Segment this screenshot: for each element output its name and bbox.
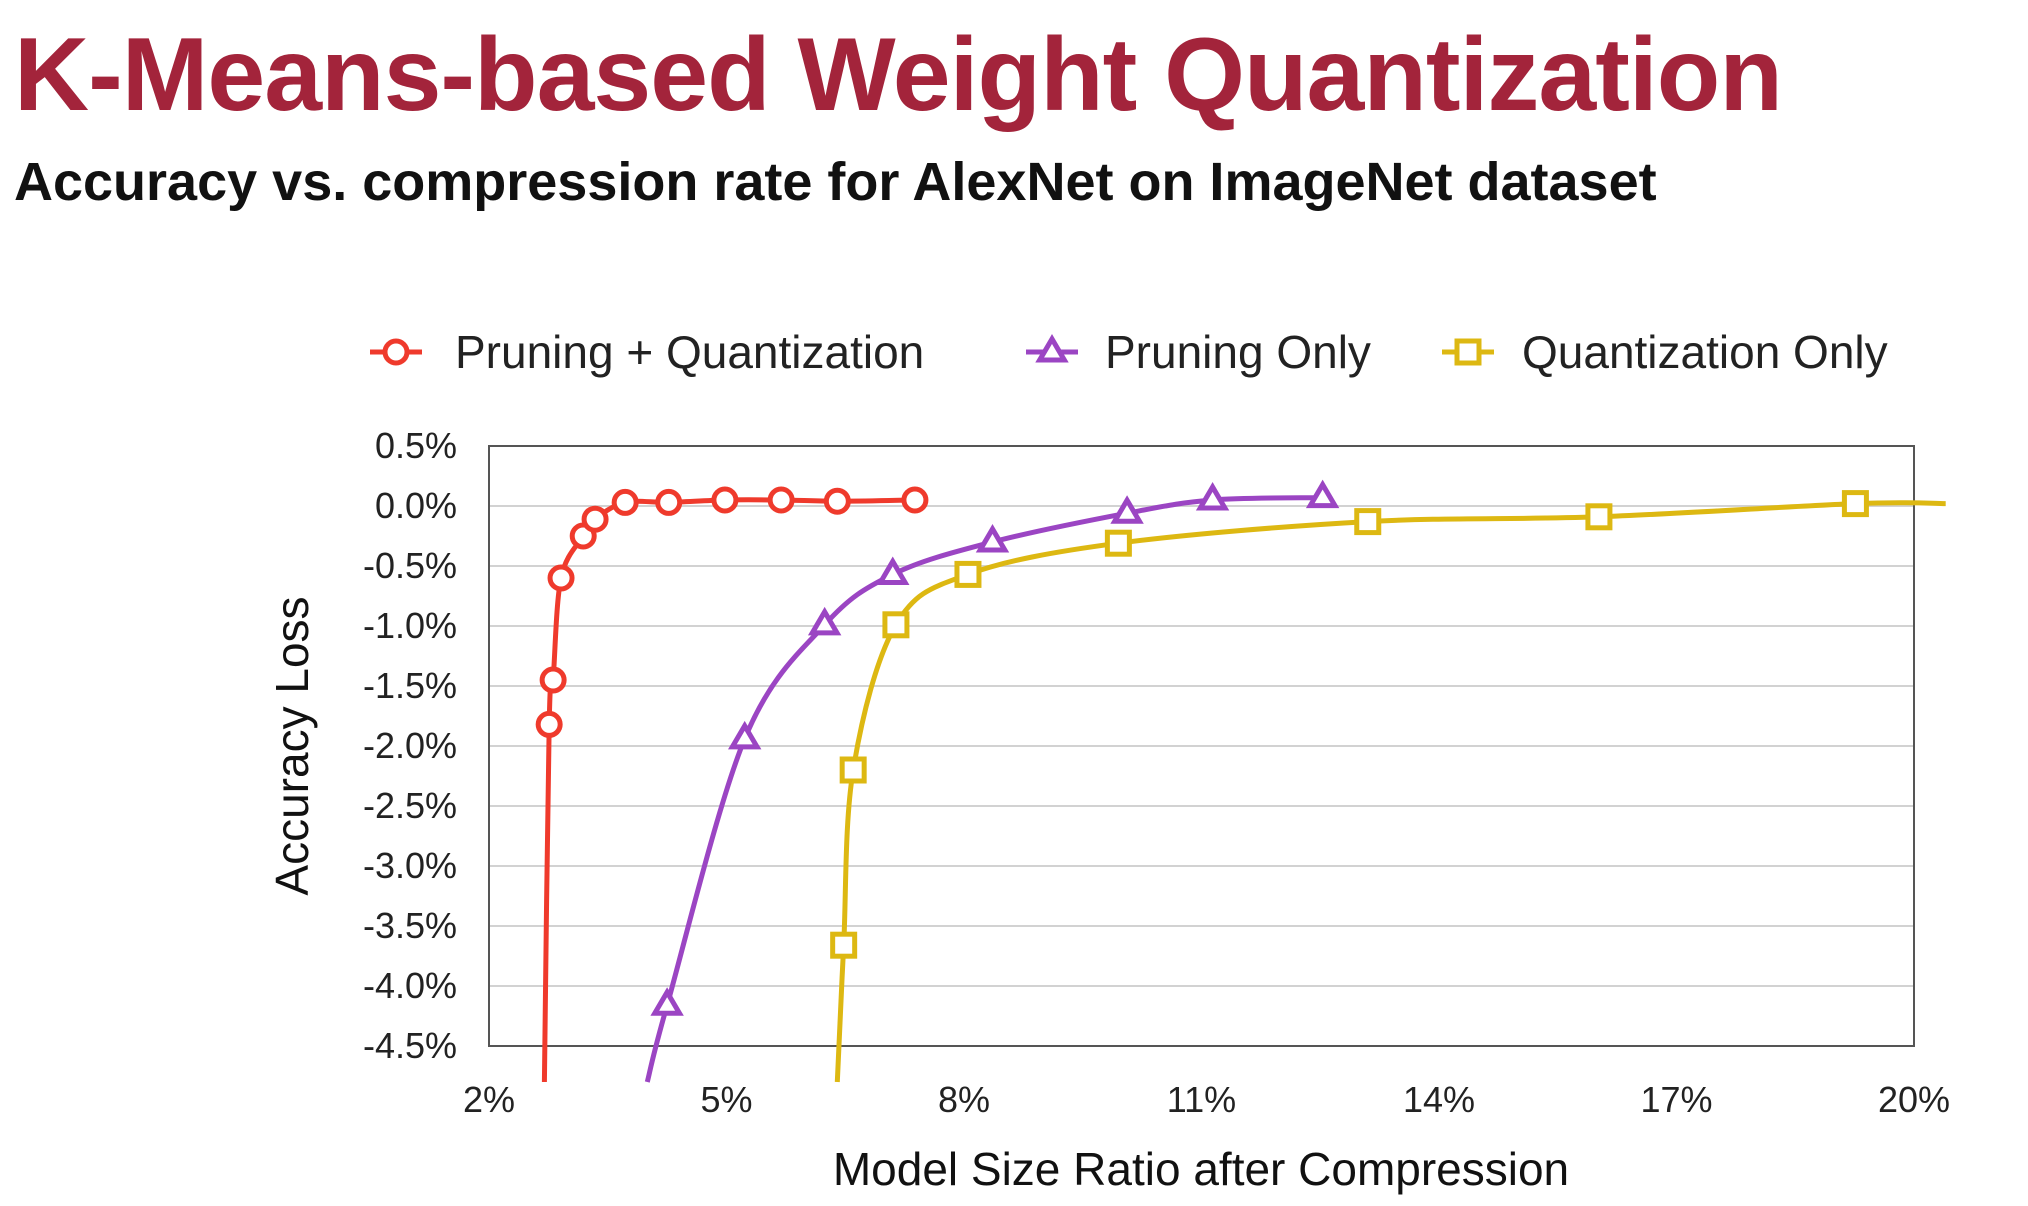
legend-label-quantization-only: Quantization Only [1522,326,1888,378]
data-point-quantization-only [1104,529,1132,557]
y-tick-label: -1.5% [363,665,457,706]
data-point-pruning-only [1195,482,1230,511]
data-point-quantization-only [954,560,982,588]
legend-label-pruning-quantization: Pruning + Quantization [455,326,924,378]
data-point-pruning-quantization [767,486,795,514]
data-point-pruning-only [727,720,762,750]
data-point-pruning-quantization [535,710,563,738]
data-point-quantization-only [839,756,867,784]
y-tick-label: -2.0% [363,725,457,766]
data-point-quantization-only [1354,508,1382,536]
data-point-pruning-quantization [655,488,683,516]
x-tick-label: 8% [938,1079,990,1120]
series-pruning-quantization [535,486,929,1083]
y-tick-label: -2.5% [363,785,457,826]
x-tick-label: 5% [700,1079,752,1120]
data-point-quantization-only [830,931,858,959]
legend-marker-quantization-only [1454,338,1482,366]
legend-label-pruning-only: Pruning Only [1105,326,1371,378]
data-point-quantization-only [1841,490,1869,518]
series-quantization-only [830,490,1946,1083]
y-tick-label: -0.5% [363,545,457,586]
x-tick-label: 17% [1640,1079,1712,1120]
series-layer [535,479,1946,1083]
y-tick-label: -3.5% [363,905,457,946]
data-point-pruning-only [876,556,910,585]
x-tick-label: 2% [463,1079,515,1120]
data-point-quantization-only [882,611,910,639]
data-point-pruning-quantization [581,505,609,533]
series-line-pruning-only [644,495,1323,1083]
data-point-pruning-quantization [547,564,575,592]
y-axis-title: Accuracy Loss [266,596,318,895]
data-point-pruning-quantization [539,666,567,694]
data-point-pruning-quantization [823,487,851,515]
data-point-pruning-only [1305,479,1340,509]
y-tick-label: -3.0% [363,845,457,886]
series-line-quantization-only [834,500,1946,1083]
legend-marker-pruning-only [1035,334,1069,363]
y-tick-label: -1.0% [363,605,457,646]
y-tick-label: 0.5% [375,425,457,466]
data-point-pruning-only [650,987,684,1016]
data-point-pruning-only [807,606,842,636]
slide-subtitle: Accuracy vs. compression rate for AlexNe… [14,152,1657,212]
x-tick-label: 11% [1167,1079,1236,1120]
data-point-pruning-quantization [901,486,929,514]
x-axis-tick-labels: 2% 5% 8% 11% 14% 17% 20% [463,1079,1950,1120]
data-point-pruning-quantization [711,486,739,514]
legend-marker-pruning-quantization [382,338,410,366]
y-tick-label: -4.5% [363,1025,457,1066]
y-axis-tick-labels: 0.5% 0.0% -0.5% -1.0% -1.5% -2.0% -2.5% -3.0% -3… [363,425,457,1066]
series-pruning-only [644,479,1340,1083]
legend: Pruning + Quantization Pruning Only Quanti… [370,326,1888,378]
x-axis-title: Model Size Ratio after Compression [833,1143,1569,1195]
data-point-pruning-quantization [611,488,639,516]
slide-title: K-Means-based Weight Quantization [14,17,1783,133]
data-point-quantization-only [1585,503,1613,531]
x-tick-label: 14% [1403,1079,1475,1120]
y-tick-label: -4.0% [363,965,457,1006]
data-point-pruning-only [1110,495,1144,524]
y-tick-label: 0.0% [375,485,457,526]
x-tick-label: 20% [1878,1079,1950,1120]
data-point-pruning-only [975,524,1010,553]
series-line-pruning-quantization [541,497,915,1083]
plot-frame [488,445,1915,1047]
